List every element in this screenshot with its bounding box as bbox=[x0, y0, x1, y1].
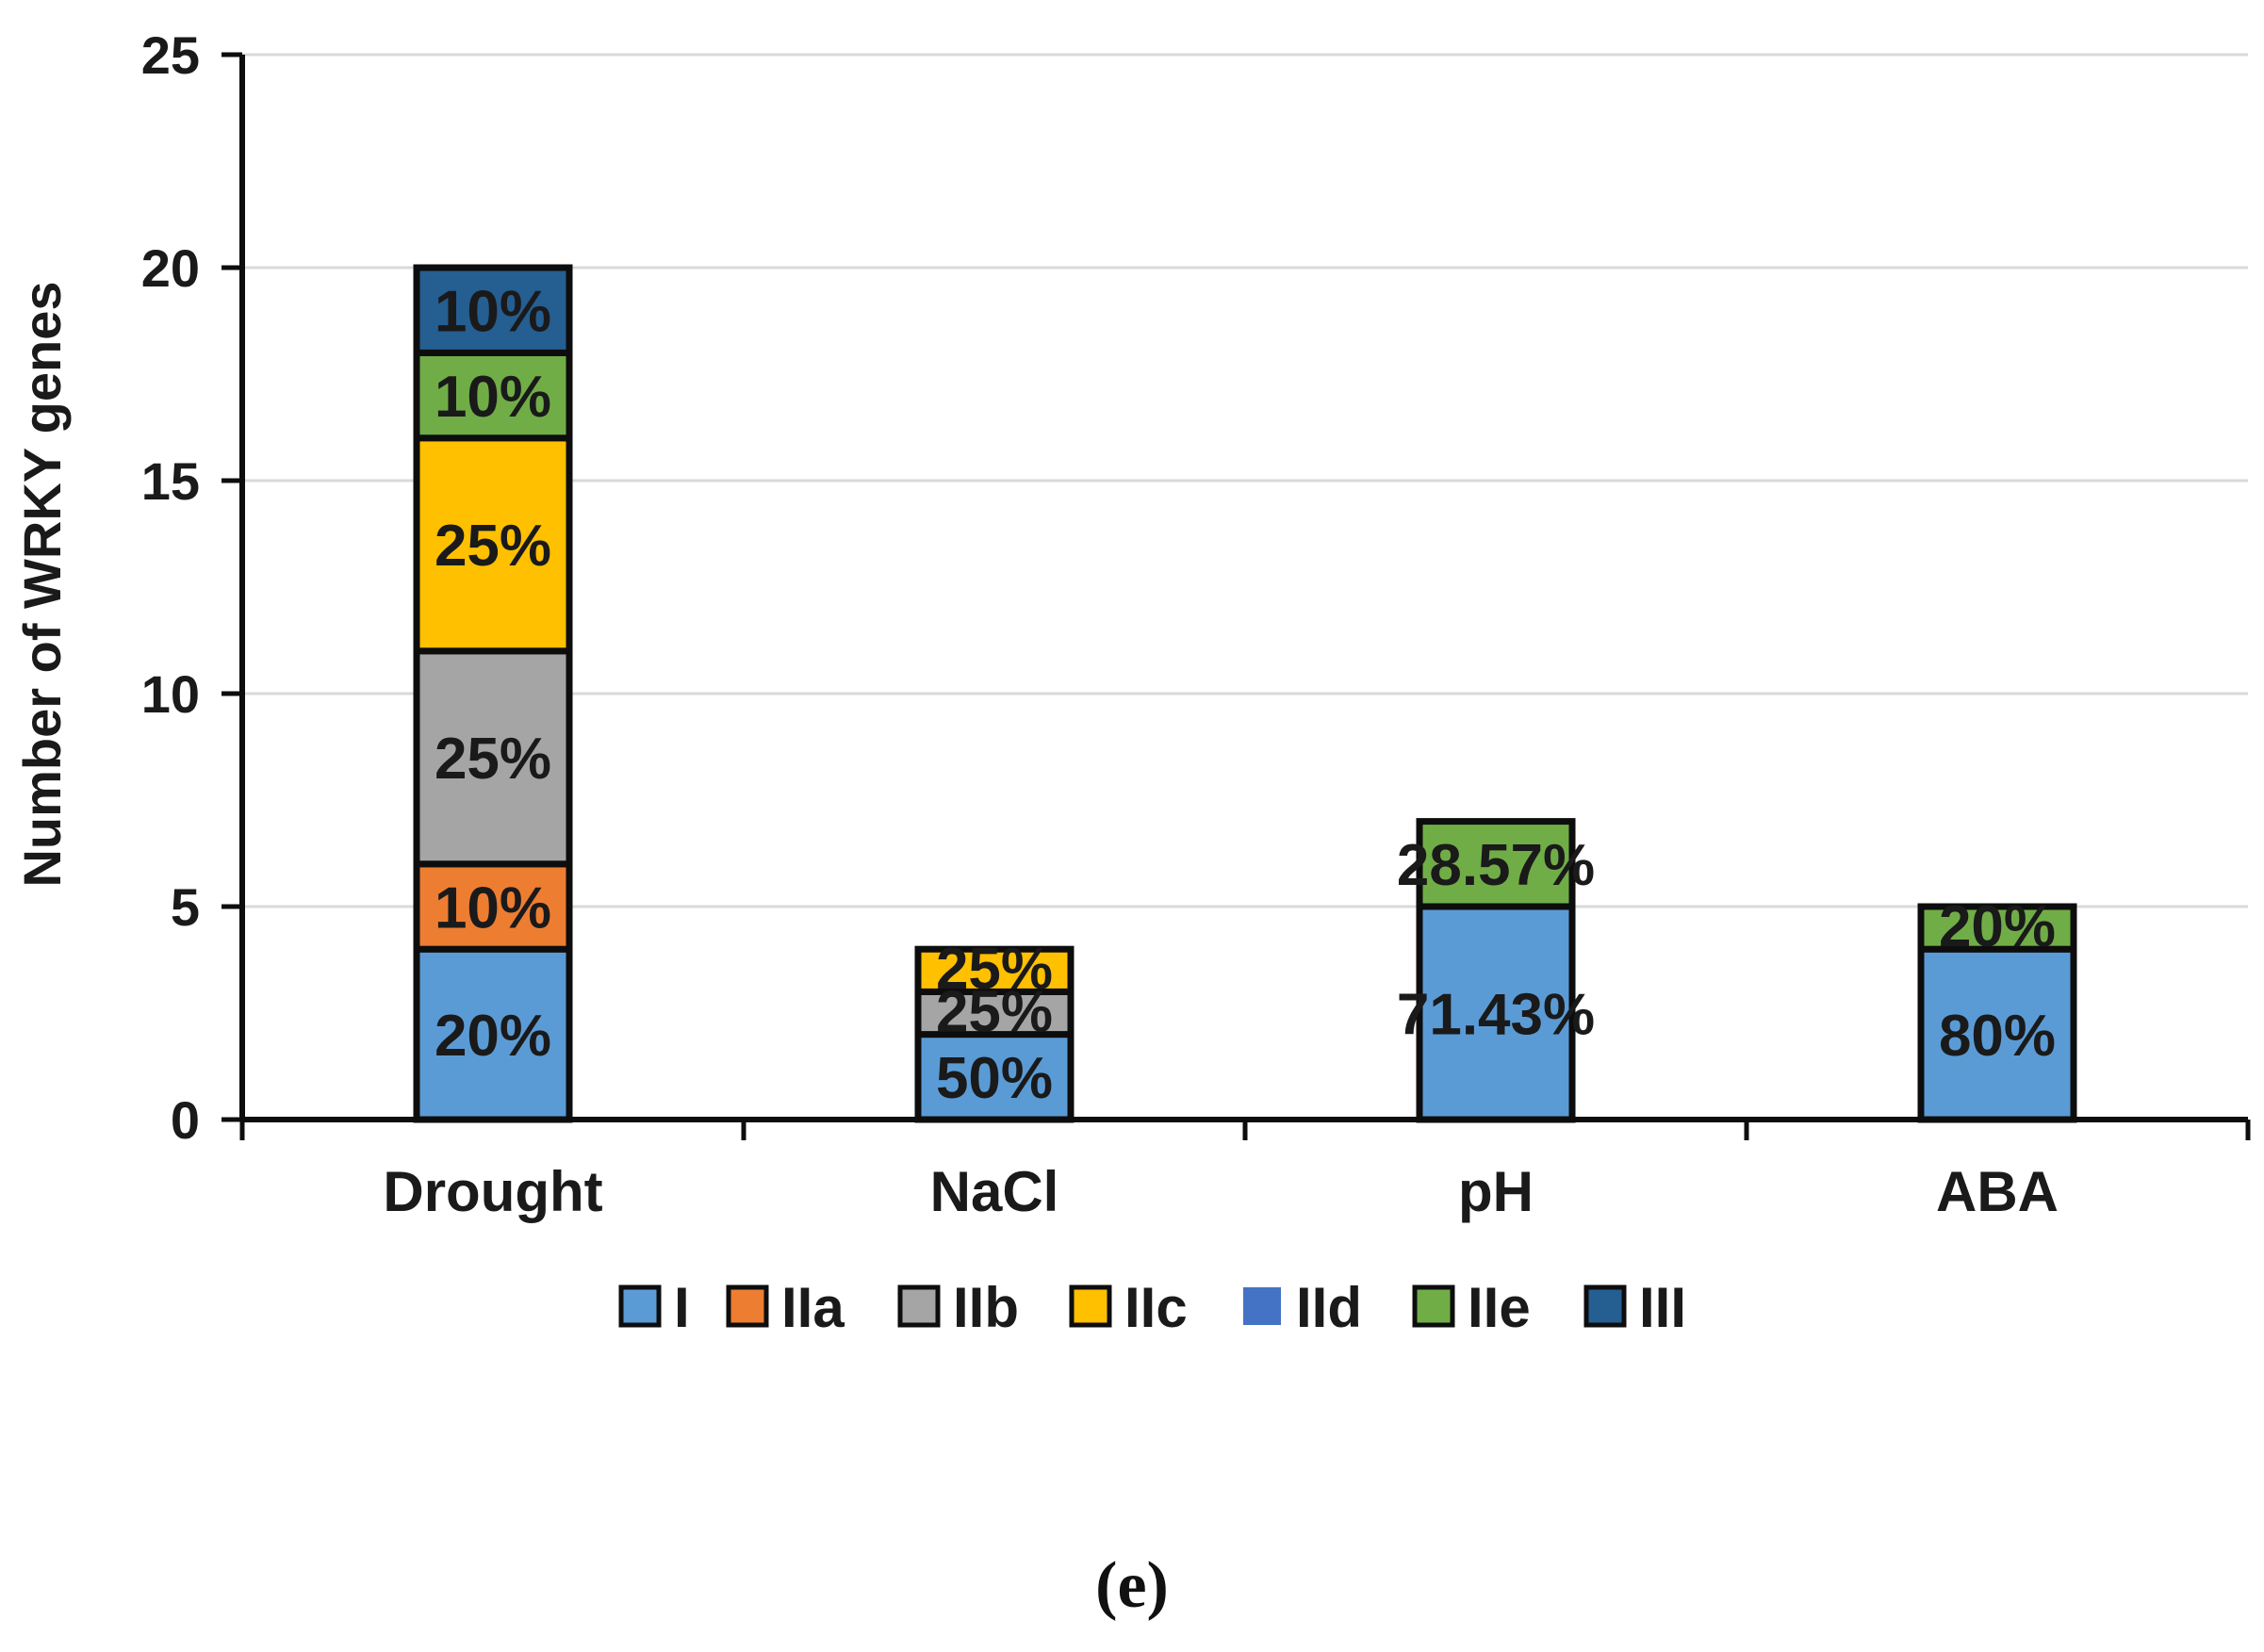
gridlines bbox=[242, 53, 2248, 908]
x-category-label-drought: Drought bbox=[383, 1160, 602, 1223]
data-label-ph-iie: 28.57% bbox=[1397, 833, 1595, 898]
data-label-aba-i: 80% bbox=[1939, 1004, 2056, 1069]
y-tick-label-20: 20 bbox=[141, 238, 200, 298]
legend: I IIa IIb IIc IId IIe III bbox=[618, 1276, 1686, 1339]
bar-segment-ph-i bbox=[1416, 903, 1576, 1123]
y-axis-title: Number of WRKY genes bbox=[12, 281, 72, 887]
bar-segment-drought-iii bbox=[413, 264, 573, 356]
legend-label-iid: IId bbox=[1296, 1276, 1362, 1339]
y-tick-label-0: 0 bbox=[171, 1090, 200, 1150]
y-tick-label-25: 25 bbox=[141, 25, 200, 85]
y-tick-labels: 0 5 10 15 20 25 bbox=[141, 25, 200, 1150]
data-label-nacl-i: 50% bbox=[936, 1046, 1053, 1111]
legend-swatch-iib bbox=[897, 1284, 941, 1328]
legend-swatch-iic bbox=[1069, 1284, 1112, 1328]
data-label-nacl-iic: 25% bbox=[936, 937, 1053, 1002]
legend-label-iii: III bbox=[1639, 1276, 1686, 1339]
bar-segment-aba-iie bbox=[1917, 903, 2077, 953]
axes bbox=[221, 52, 2251, 1140]
legend-label-i: I bbox=[674, 1276, 690, 1339]
data-label-drought-iie: 10% bbox=[435, 365, 551, 430]
legend-swatch-iia bbox=[726, 1284, 769, 1328]
figure-caption: (e) bbox=[1095, 1549, 1169, 1622]
data-label-nacl-iib: 25% bbox=[936, 979, 1053, 1044]
legend-swatch-iid bbox=[1243, 1287, 1281, 1325]
legend-label-iie: IIe bbox=[1468, 1276, 1531, 1339]
data-label-drought-i: 20% bbox=[435, 1004, 551, 1069]
data-label-aba-iie: 20% bbox=[1939, 894, 2056, 959]
bar-segment-nacl-iic bbox=[914, 945, 1075, 995]
data-labels: 20%10%25%25%10%10%50%25%25%71.43%28.57%8… bbox=[435, 280, 2056, 1112]
y-tick-label-10: 10 bbox=[141, 664, 200, 724]
x-category-label-nacl: NaCl bbox=[930, 1160, 1059, 1223]
data-label-drought-iia: 10% bbox=[435, 875, 551, 940]
x-category-label-aba: ABA bbox=[1936, 1160, 2059, 1223]
bar-segment-ph-iie bbox=[1416, 818, 1576, 910]
y-tick-label-15: 15 bbox=[141, 451, 200, 511]
x-category-labels: Drought NaCl pH ABA bbox=[383, 1160, 2059, 1223]
y-tick-label-5: 5 bbox=[171, 877, 200, 937]
data-label-drought-iib: 25% bbox=[435, 727, 551, 792]
legend-swatch-iii bbox=[1583, 1284, 1627, 1328]
bar-segment-drought-i bbox=[413, 945, 573, 1123]
data-label-drought-iii: 10% bbox=[435, 280, 551, 345]
data-label-drought-iic: 25% bbox=[435, 514, 551, 579]
bars bbox=[413, 264, 2077, 1123]
bar-segment-drought-iia bbox=[413, 860, 573, 953]
legend-swatch-i bbox=[618, 1284, 662, 1328]
legend-label-iia: IIa bbox=[781, 1276, 845, 1339]
x-category-label-ph: pH bbox=[1458, 1160, 1534, 1223]
legend-label-iic: IIc bbox=[1124, 1276, 1188, 1339]
legend-swatch-iie bbox=[1412, 1284, 1455, 1328]
legend-label-iib: IIb bbox=[953, 1276, 1019, 1339]
data-label-ph-i: 71.43% bbox=[1397, 982, 1595, 1047]
